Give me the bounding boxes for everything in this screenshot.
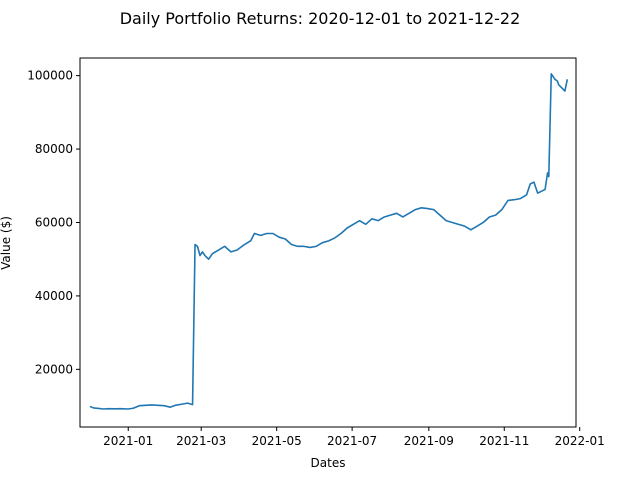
x-tick-label: 2022-01 [555,434,605,448]
y-tick-label: 80000 [35,142,73,156]
x-tick-label: 2021-01 [103,434,153,448]
y-tick-label: 60000 [35,215,73,229]
series-line [89,72,569,410]
y-tick-label: 20000 [35,362,73,376]
axis-ticks: 2021-01 2021-03 2021-05 2021-07 2021-09 2021-… [27,69,605,448]
x-tick-label: 2021-11 [479,434,529,448]
plot-area [89,72,569,410]
x-tick-label: 2021-03 [176,434,226,448]
x-tick-label: 2021-05 [252,434,302,448]
chart-title: Daily Portfolio Returns: 2020-12-01 to 2… [120,9,521,28]
x-tick-label: 2021-09 [404,434,454,448]
axes-frame [79,57,577,428]
y-tick-label: 100000 [27,69,73,83]
x-axis-label: Dates [311,456,346,470]
y-tick-label: 40000 [35,289,73,303]
x-tick-label: 2021-07 [327,434,377,448]
y-axis-label: Value ($) [0,216,13,270]
